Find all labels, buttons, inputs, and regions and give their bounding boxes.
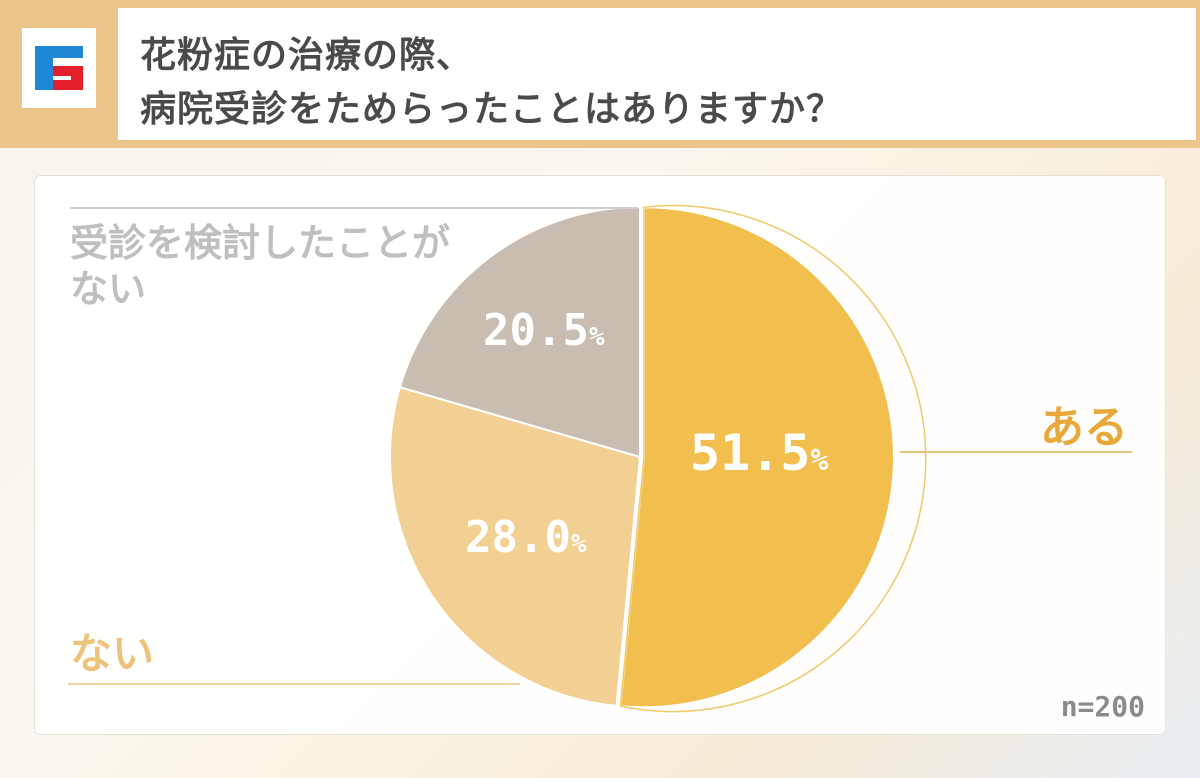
value-label-no: 28.0% — [465, 512, 587, 563]
svg-text:28.0%: 28.0% — [465, 512, 587, 563]
value-label-yes: 51.5% — [690, 424, 828, 482]
value-number-not-considered: 20.5 — [483, 305, 589, 356]
svg-text:20.5%: 20.5% — [483, 305, 605, 356]
page-title-line1: 花粉症の治療の際、 — [140, 35, 474, 76]
value-unit-yes: % — [810, 443, 828, 478]
pie-slice-not-considered — [398, 205, 641, 459]
value-unit-no: % — [571, 529, 587, 559]
value-number-yes: 51.5 — [690, 424, 810, 482]
svg-text:51.5%: 51.5% — [690, 424, 828, 482]
brand-logo-icon — [22, 28, 96, 108]
pie-slice-yes — [619, 206, 895, 709]
category-label-not-considered-line1: 受診を検討したことが — [70, 221, 450, 265]
category-label-not-considered-line2: ない — [70, 267, 146, 311]
pie-slice-yes-outline — [619, 204, 927, 713]
page-title-line2: 病院受診をためらったことはありますか？ — [140, 89, 844, 130]
category-label-yes: ある — [1040, 402, 1128, 453]
category-label-no: ない — [70, 629, 154, 678]
pie-slice-no — [389, 386, 642, 707]
sample-size: n=200 — [1061, 690, 1145, 723]
value-label-not-considered: 20.5% — [483, 305, 605, 356]
value-number-no: 28.0 — [465, 512, 571, 563]
title-box: 花粉症の治療の際、 病院受診をためらったことはありますか？ — [118, 8, 1196, 140]
value-unit-not-considered: % — [589, 322, 605, 352]
